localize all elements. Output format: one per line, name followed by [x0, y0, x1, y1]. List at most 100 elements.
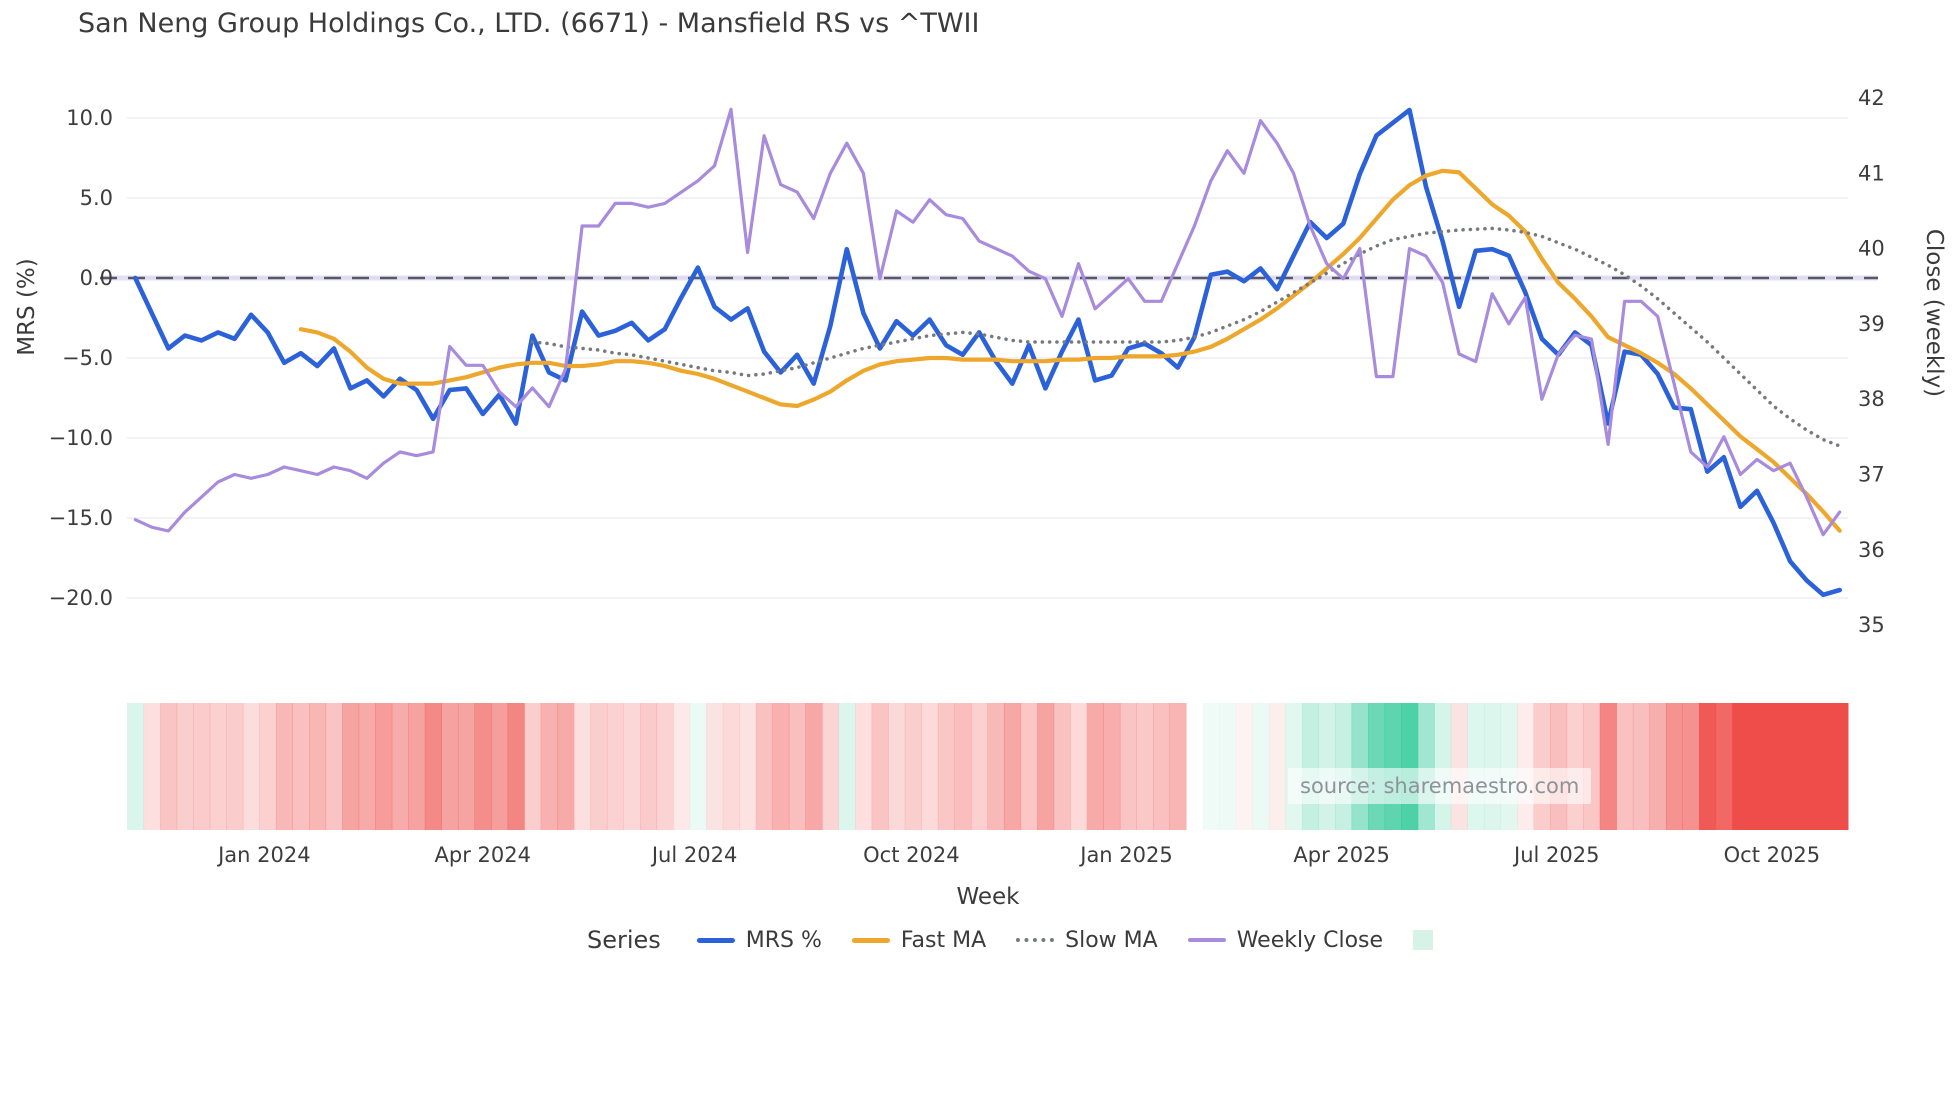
heat-cell [1831, 703, 1849, 830]
heat-cell [1814, 703, 1832, 830]
heat-cell [1351, 703, 1369, 830]
heat-cell [391, 703, 409, 830]
heat-cell [1169, 703, 1187, 830]
heat-cell [540, 703, 558, 830]
heat-cell [1103, 703, 1121, 830]
heat-cell [1781, 703, 1799, 830]
x-tick-label: Jul 2025 [1512, 843, 1599, 867]
heat-cell [1219, 703, 1237, 830]
heat-cell [1401, 703, 1419, 830]
heat-cell [176, 703, 194, 830]
heat-cell [1517, 703, 1535, 830]
heat-cell [805, 703, 823, 830]
heat-cell [954, 703, 972, 830]
heat-cell [970, 703, 988, 830]
legend-item-mrs-: MRS % [696, 928, 822, 953]
heat-cell [226, 703, 244, 830]
heat-cell [1268, 703, 1286, 830]
heat-cell [1583, 703, 1601, 830]
left-tick-label: −5.0 [62, 346, 113, 370]
legend-title: Series [586, 926, 661, 954]
heat-cell [838, 703, 856, 830]
heat-cell [639, 703, 658, 830]
heat-cell [1632, 703, 1650, 830]
heat-cell [424, 703, 442, 830]
x-tick-label: Apr 2025 [1293, 843, 1389, 867]
series-line-mrs- [133, 107, 1842, 598]
x-tick-label: Jul 2024 [650, 843, 737, 867]
heat-cell [1384, 703, 1402, 830]
heat-cell [739, 703, 757, 830]
heat-cell [474, 703, 492, 830]
heat-cell [689, 703, 707, 830]
legend-swatch [851, 937, 890, 943]
heat-cell [1318, 703, 1336, 830]
heat-cell [524, 703, 542, 830]
heat-cell [1417, 703, 1435, 830]
heat-cell [1301, 703, 1319, 830]
heat-cell [1020, 703, 1038, 830]
left-tick-label: 0.0 [80, 266, 113, 290]
heat-cell [1070, 703, 1088, 830]
heat-cell [904, 703, 922, 830]
left-tick-label: 10.0 [66, 106, 113, 130]
heat-cell [656, 703, 674, 830]
x-tick-label: Jan 2025 [1078, 843, 1173, 867]
heat-cell [1798, 703, 1816, 830]
heat-cell [1550, 703, 1568, 830]
heat-cell [507, 703, 525, 830]
heat-cell [491, 703, 509, 830]
heat-cell [1483, 703, 1501, 830]
heat-cell [408, 703, 426, 830]
heat-cell [888, 703, 906, 830]
series-line-fast-ma [298, 168, 1842, 533]
heat-cell [1599, 703, 1617, 830]
heat-cell [209, 703, 227, 830]
heat-cell [855, 703, 873, 830]
heat-cell [1649, 703, 1667, 830]
heat-cell [1053, 703, 1071, 830]
heat-cell [706, 703, 724, 830]
heat-cell [259, 703, 277, 830]
heat-cell [1765, 703, 1783, 830]
heat-cell [127, 703, 145, 830]
left-tick-label: 5.0 [80, 186, 113, 210]
heat-cell [325, 703, 343, 830]
heat-cell [1699, 703, 1717, 830]
legend-item-fast-ma: Fast MA [851, 927, 987, 953]
series-line-weekly-close [133, 107, 1842, 537]
heat-cell [822, 703, 840, 830]
left-tick-label: −20.0 [49, 586, 113, 610]
heat-cell [1202, 703, 1220, 830]
heat-cell [1732, 703, 1750, 830]
x-tick-label: Jan 2024 [216, 843, 311, 867]
heat-cell [309, 703, 327, 830]
heat-cell [1748, 703, 1766, 830]
heat-cell [1715, 703, 1733, 830]
left-tick-label: −10.0 [49, 426, 113, 450]
heat-cell [788, 703, 806, 830]
heat-cell [160, 703, 178, 830]
heat-cell [722, 703, 740, 830]
heat-cell [1665, 703, 1684, 830]
heat-cell [623, 703, 641, 830]
heat-cell [1152, 703, 1171, 830]
heat-cell [375, 703, 393, 830]
source-watermark: source: sharemaestro.com [1288, 768, 1592, 804]
legend-label: Fast MA [900, 927, 987, 953]
heat-cell [1616, 703, 1634, 830]
legend-swatch [696, 937, 735, 943]
heat-cell [1533, 703, 1551, 830]
right-tick-label: 41 [1858, 161, 1885, 185]
heat-cell [606, 703, 624, 830]
heat-cell [1467, 703, 1485, 830]
heat-cell [193, 703, 211, 830]
heat-cell [242, 703, 260, 830]
right-tick-label: 40 [1858, 237, 1885, 261]
right-tick-label: 37 [1858, 463, 1885, 487]
right-tick-label: 35 [1858, 613, 1885, 637]
series-line-slow-ma [530, 226, 1842, 448]
heat-cell [573, 703, 591, 830]
heat-cell [1235, 703, 1253, 830]
legend-label: Weekly Close [1236, 927, 1384, 953]
